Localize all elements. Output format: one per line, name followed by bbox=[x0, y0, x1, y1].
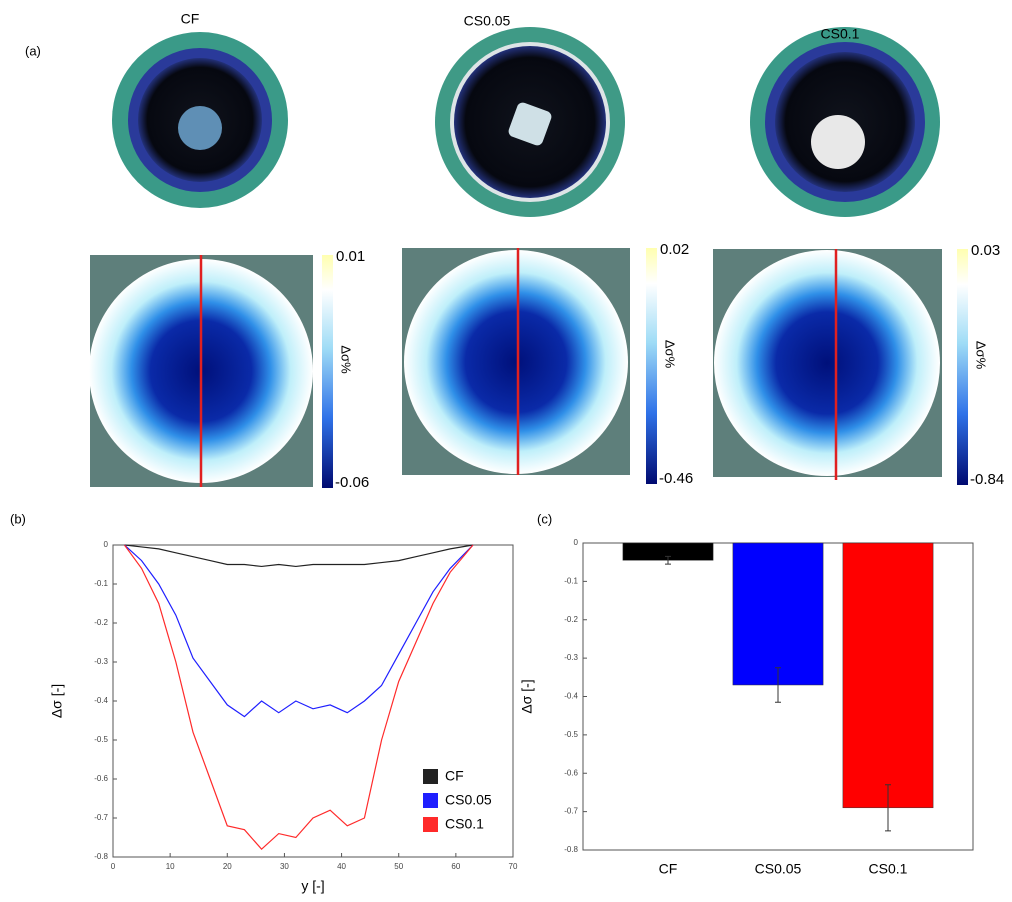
y-tick-label: -0.5 bbox=[564, 730, 578, 739]
y-tick-label: -0.2 bbox=[564, 615, 578, 624]
x-tick-label: CS0.1 bbox=[869, 861, 908, 877]
colorbar bbox=[322, 255, 333, 488]
y-tick-label: -0.5 bbox=[94, 735, 108, 744]
x-tick-label: CS0.05 bbox=[755, 861, 802, 877]
x-tick-label: 50 bbox=[394, 862, 403, 871]
y-tick-label: -0.6 bbox=[564, 768, 578, 777]
colorbar-max: 0.02 bbox=[660, 241, 689, 258]
legend-swatch bbox=[423, 817, 438, 832]
y-tick-label: -0.4 bbox=[564, 692, 578, 701]
sample-title: CF bbox=[181, 11, 200, 27]
y-tick-label: -0.6 bbox=[94, 774, 108, 783]
y-tick-label: 0 bbox=[574, 538, 579, 547]
photo-cs005 bbox=[435, 27, 625, 217]
x-tick-label: 40 bbox=[337, 862, 346, 871]
error-bar bbox=[665, 555, 671, 565]
x-tick-label: 10 bbox=[166, 862, 175, 871]
panel-label: (a) bbox=[25, 43, 41, 58]
y-tick-label: 0 bbox=[104, 540, 109, 549]
x-tick-label: 60 bbox=[451, 862, 460, 871]
x-tick-label: 0 bbox=[111, 862, 116, 871]
colorbar-min: -0.84 bbox=[970, 471, 1004, 488]
colorbar-label: Δσ% bbox=[974, 341, 989, 370]
colorbar-min: -0.06 bbox=[335, 474, 369, 491]
y-tick-label: -0.2 bbox=[94, 618, 108, 627]
error-bar bbox=[885, 784, 891, 832]
x-tick-label: 20 bbox=[223, 862, 232, 871]
plot-frame bbox=[112, 544, 514, 858]
heatmap-cs005 bbox=[402, 248, 630, 475]
heatmap-cf bbox=[89, 255, 313, 487]
legend-label: CS0.1 bbox=[445, 816, 484, 832]
panel-label: (c) bbox=[537, 511, 552, 526]
line-series bbox=[124, 544, 474, 568]
photo-cs01 bbox=[750, 27, 940, 217]
x-tick-label: 30 bbox=[280, 862, 289, 871]
error-bar bbox=[775, 667, 781, 703]
y-tick-label: -0.8 bbox=[94, 852, 108, 861]
line-series bbox=[123, 544, 474, 851]
colorbar-max: 0.01 bbox=[336, 248, 365, 265]
panel-label: (b) bbox=[10, 511, 26, 526]
bar bbox=[842, 542, 934, 809]
y-tick-label: -0.3 bbox=[564, 653, 578, 662]
colorbar-label: Δσ% bbox=[339, 345, 354, 374]
colorbar-label: Δσ% bbox=[663, 340, 678, 369]
y-axis-label: Δσ [-] bbox=[49, 684, 65, 718]
x-tick-label: CF bbox=[659, 861, 678, 877]
y-axis-label: Δσ [-] bbox=[519, 679, 535, 713]
y-tick-label: -0.7 bbox=[94, 813, 108, 822]
legend-swatch bbox=[423, 769, 438, 784]
bar bbox=[732, 542, 824, 686]
legend-swatch bbox=[423, 793, 438, 808]
y-tick-label: -0.1 bbox=[94, 579, 108, 588]
sample-title: CS0.05 bbox=[464, 13, 511, 29]
colorbar-max: 0.03 bbox=[971, 242, 1000, 259]
photo-cf bbox=[112, 32, 288, 208]
colorbar-min: -0.46 bbox=[659, 470, 693, 487]
heatmap-cs01 bbox=[713, 249, 942, 480]
colorbar bbox=[646, 248, 657, 484]
legend-label: CS0.05 bbox=[445, 792, 492, 808]
y-tick-label: -0.1 bbox=[564, 576, 578, 585]
y-tick-label: -0.7 bbox=[564, 807, 578, 816]
line-series bbox=[124, 544, 474, 718]
colorbar bbox=[957, 249, 968, 485]
y-tick-label: -0.8 bbox=[564, 845, 578, 854]
y-tick-label: -0.3 bbox=[94, 657, 108, 666]
legend-label: CF bbox=[445, 768, 464, 784]
x-tick-label: 70 bbox=[509, 862, 518, 871]
x-axis-label: y [-] bbox=[301, 878, 324, 894]
sample-title: CS0.1 bbox=[821, 26, 860, 42]
y-tick-label: -0.4 bbox=[94, 696, 108, 705]
